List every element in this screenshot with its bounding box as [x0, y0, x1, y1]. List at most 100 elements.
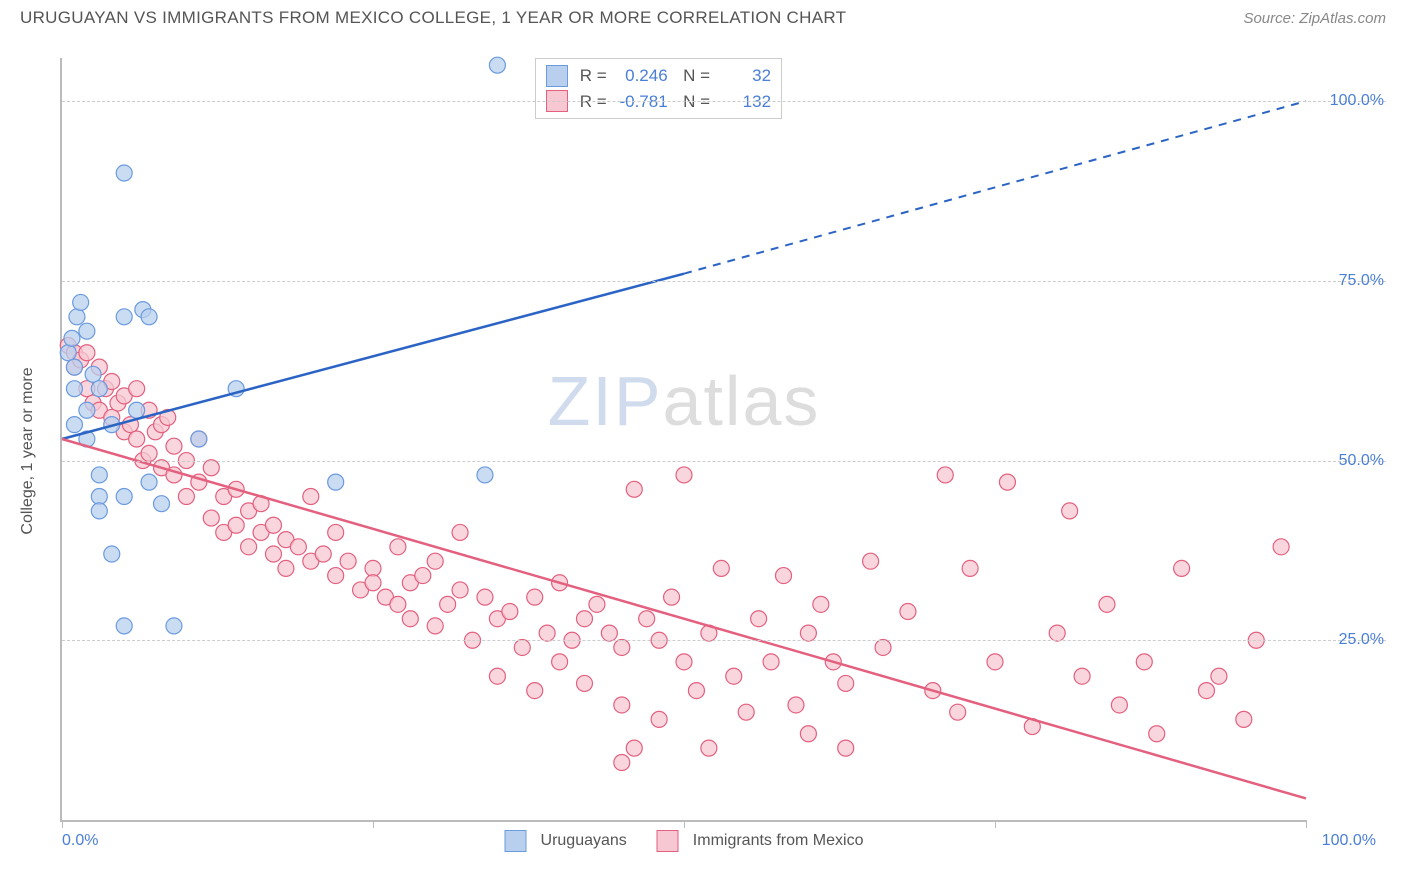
data-point: [763, 654, 779, 670]
data-point: [514, 639, 530, 655]
data-point: [91, 503, 107, 519]
data-point: [116, 489, 132, 505]
data-point: [241, 539, 257, 555]
data-point: [328, 474, 344, 490]
gridline: [62, 101, 1386, 102]
data-point: [91, 489, 107, 505]
data-point: [340, 553, 356, 569]
trend-line-solid: [62, 274, 684, 439]
data-point: [838, 740, 854, 756]
stat-n-label: N =: [674, 63, 710, 89]
gridline: [62, 640, 1386, 641]
swatch-uruguayans: [546, 65, 568, 87]
data-point: [402, 611, 418, 627]
data-point: [800, 726, 816, 742]
data-point: [129, 381, 145, 397]
data-point: [1074, 668, 1090, 684]
x-tick: [373, 820, 374, 828]
x-tick: [62, 820, 63, 828]
data-point: [726, 668, 742, 684]
data-point: [415, 568, 431, 584]
stats-row-uruguayans: R = 0.246 N = 32: [546, 63, 771, 89]
stats-legend-box: R = 0.246 N = 32 R = -0.781 N = 132: [535, 58, 782, 119]
data-point: [440, 596, 456, 612]
data-point: [950, 704, 966, 720]
data-point: [614, 754, 630, 770]
y-axis-label: College, 1 year or more: [19, 367, 37, 534]
data-point: [875, 639, 891, 655]
data-point: [576, 611, 592, 627]
data-point: [838, 675, 854, 691]
data-point: [129, 402, 145, 418]
data-point: [664, 589, 680, 605]
data-point: [166, 438, 182, 454]
data-point: [79, 323, 95, 339]
data-point: [738, 704, 754, 720]
data-point: [69, 309, 85, 325]
data-point: [228, 517, 244, 533]
data-point: [701, 740, 717, 756]
legend-label: Immigrants from Mexico: [693, 832, 864, 850]
source-attribution: Source: ZipAtlas.com: [1243, 10, 1386, 27]
gridline: [62, 461, 1386, 462]
data-point: [141, 309, 157, 325]
data-point: [987, 654, 1003, 670]
data-point: [539, 625, 555, 641]
stat-r-value-0: 0.246: [613, 63, 668, 89]
data-point: [489, 668, 505, 684]
gridline: [62, 281, 1386, 282]
data-point: [365, 575, 381, 591]
data-point: [1049, 625, 1065, 641]
data-point: [477, 589, 493, 605]
data-point: [66, 381, 82, 397]
legend-label: Uruguayans: [541, 832, 627, 850]
data-point: [66, 359, 82, 375]
data-point: [676, 654, 692, 670]
data-point: [73, 294, 89, 310]
trend-line-dashed: [684, 101, 1306, 274]
data-point: [1111, 697, 1127, 713]
data-point: [601, 625, 617, 641]
legend-item-uruguayans: Uruguayans: [505, 830, 627, 852]
data-point: [141, 474, 157, 490]
data-point: [116, 165, 132, 181]
x-axis-max-label: 100.0%: [1322, 832, 1376, 850]
y-tick-label: 25.0%: [1314, 631, 1384, 649]
data-point: [751, 611, 767, 627]
legend-swatch-uruguayans: [505, 830, 527, 852]
data-point: [527, 589, 543, 605]
data-point: [116, 309, 132, 325]
x-axis-min-label: 0.0%: [62, 832, 98, 850]
data-point: [688, 683, 704, 699]
data-point: [178, 489, 194, 505]
data-point: [1099, 596, 1115, 612]
data-point: [390, 596, 406, 612]
data-point: [788, 697, 804, 713]
data-point: [154, 496, 170, 512]
legend-swatch-mexico: [657, 830, 679, 852]
data-point: [800, 625, 816, 641]
data-point: [141, 445, 157, 461]
x-tick: [1306, 820, 1307, 828]
data-point: [614, 697, 630, 713]
chart-area: College, 1 year or more ZIPatlas R = 0.2…: [38, 50, 1386, 852]
data-point: [79, 402, 95, 418]
data-point: [527, 683, 543, 699]
data-point: [614, 639, 630, 655]
x-tick: [684, 820, 685, 828]
data-point: [676, 467, 692, 483]
data-point: [489, 57, 505, 73]
scatter-svg: [62, 58, 1306, 820]
stat-n-value-0: 32: [716, 63, 771, 89]
data-point: [278, 560, 294, 576]
data-point: [1174, 560, 1190, 576]
data-point: [626, 481, 642, 497]
data-point: [265, 517, 281, 533]
data-point: [626, 740, 642, 756]
data-point: [166, 618, 182, 634]
data-point: [390, 539, 406, 555]
data-point: [1198, 683, 1214, 699]
data-point: [85, 366, 101, 382]
data-point: [962, 560, 978, 576]
data-point: [937, 467, 953, 483]
